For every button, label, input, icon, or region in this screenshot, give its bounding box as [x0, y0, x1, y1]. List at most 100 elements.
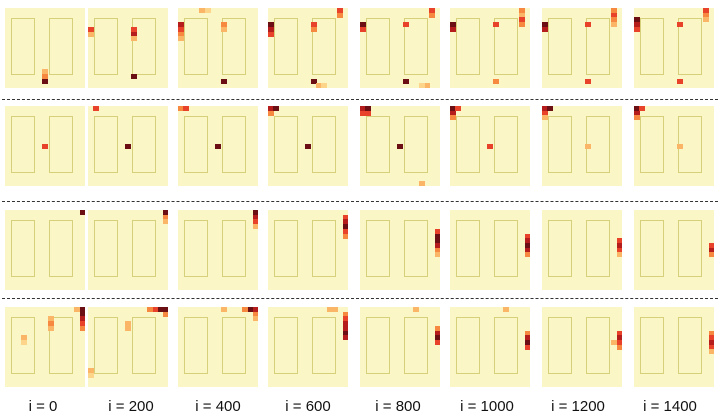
heat-cell [708, 330, 714, 336]
heat-cell [708, 349, 714, 355]
heat-cell [616, 247, 622, 253]
left-region-outline [640, 316, 665, 375]
heat-cell [676, 78, 683, 84]
heat-cell [342, 214, 348, 220]
heat-cell [310, 22, 317, 28]
heatmap-panel-2-8 [634, 106, 714, 186]
iteration-label-0: i = 0 [28, 398, 58, 415]
heat-cell [524, 233, 530, 239]
heatmap-panel-4-7 [542, 307, 622, 387]
heat-cell [434, 330, 440, 336]
heatmap-panel-3-4 [268, 210, 348, 290]
heat-cell [434, 242, 440, 248]
heat-cell [88, 368, 94, 374]
heat-cell [252, 224, 258, 230]
heat-cell [252, 316, 258, 322]
heat-cell [611, 8, 618, 13]
heat-cell [360, 106, 366, 111]
heat-cell [616, 252, 622, 258]
iteration-label-200: i = 200 [108, 398, 154, 415]
heat-cell [634, 22, 640, 28]
row-divider-2 [2, 201, 718, 202]
left-region-outline [274, 17, 299, 76]
heat-cell [162, 311, 168, 317]
heat-cell [547, 106, 554, 111]
heat-cell [397, 143, 404, 149]
heat-cell [634, 115, 640, 121]
heat-cell [639, 106, 646, 111]
heat-cell [204, 8, 211, 13]
heatmap-panel-1-6 [450, 8, 530, 88]
right-region-outline [222, 316, 246, 375]
heat-cell [88, 26, 94, 32]
heat-cell [450, 110, 456, 116]
left-region-outline [548, 17, 573, 76]
heat-cell [413, 307, 420, 312]
heat-cell [321, 83, 328, 88]
heat-cell [79, 307, 85, 312]
heat-cell [365, 110, 372, 116]
heat-cell [360, 110, 366, 116]
heatmap-panel-1-3 [178, 8, 258, 88]
heat-cell [676, 143, 683, 149]
right-region-outline [404, 219, 428, 278]
right-region-outline [586, 219, 610, 278]
heat-cell [130, 36, 137, 42]
heat-cell [310, 26, 317, 32]
heat-cell [93, 106, 100, 111]
left-region-outline [548, 219, 573, 278]
heatmap-panel-1-4 [268, 8, 348, 88]
heat-cell [434, 238, 440, 244]
left-region-outline [640, 219, 665, 278]
heat-cell [524, 330, 530, 336]
heat-cell [342, 224, 348, 230]
heatmap-panel-3-1 [5, 210, 85, 290]
heat-cell [342, 316, 348, 322]
left-region-outline [456, 219, 481, 278]
iteration-label-1200: i = 1200 [551, 398, 605, 415]
heat-cell [616, 339, 622, 345]
heat-cell [252, 214, 258, 220]
heat-cell [342, 325, 348, 331]
heat-cell [130, 26, 137, 32]
heat-cell [524, 242, 530, 248]
right-region-outline [222, 219, 246, 278]
heat-cell [611, 17, 618, 23]
left-region-outline [94, 115, 119, 174]
left-region-outline [366, 17, 391, 76]
left-region-outline [456, 115, 481, 174]
right-region-outline [132, 219, 156, 278]
heat-cell [402, 22, 409, 28]
heat-cell [616, 242, 622, 248]
heat-cell [434, 339, 440, 345]
right-region-outline [494, 115, 518, 174]
left-region-outline [11, 17, 36, 76]
right-region-outline [49, 115, 73, 174]
heat-cell [542, 26, 548, 32]
heat-cell [47, 316, 54, 322]
heat-cell [162, 219, 168, 225]
heat-cell [79, 311, 85, 317]
heat-cell [616, 335, 622, 341]
iteration-label-1000: i = 1000 [460, 398, 514, 415]
heat-cell [220, 78, 227, 84]
heat-cell [492, 22, 499, 28]
left-region-outline [640, 115, 665, 174]
heat-cell [252, 219, 258, 225]
heat-cell [418, 83, 425, 88]
heat-cell [429, 12, 436, 18]
heat-cell [434, 228, 440, 234]
heat-cell [178, 26, 184, 32]
heat-cell [703, 8, 710, 13]
heat-cell [434, 233, 440, 239]
heat-cell [21, 335, 27, 341]
heat-cell [183, 106, 190, 111]
heat-cell [434, 247, 440, 253]
heat-cell [88, 372, 94, 378]
heat-cell [125, 143, 132, 149]
heat-cell [305, 143, 312, 149]
heat-cell [42, 73, 49, 79]
heat-cell [611, 22, 618, 28]
heat-cell [503, 307, 510, 312]
heatmap-panel-3-8 [634, 210, 714, 290]
